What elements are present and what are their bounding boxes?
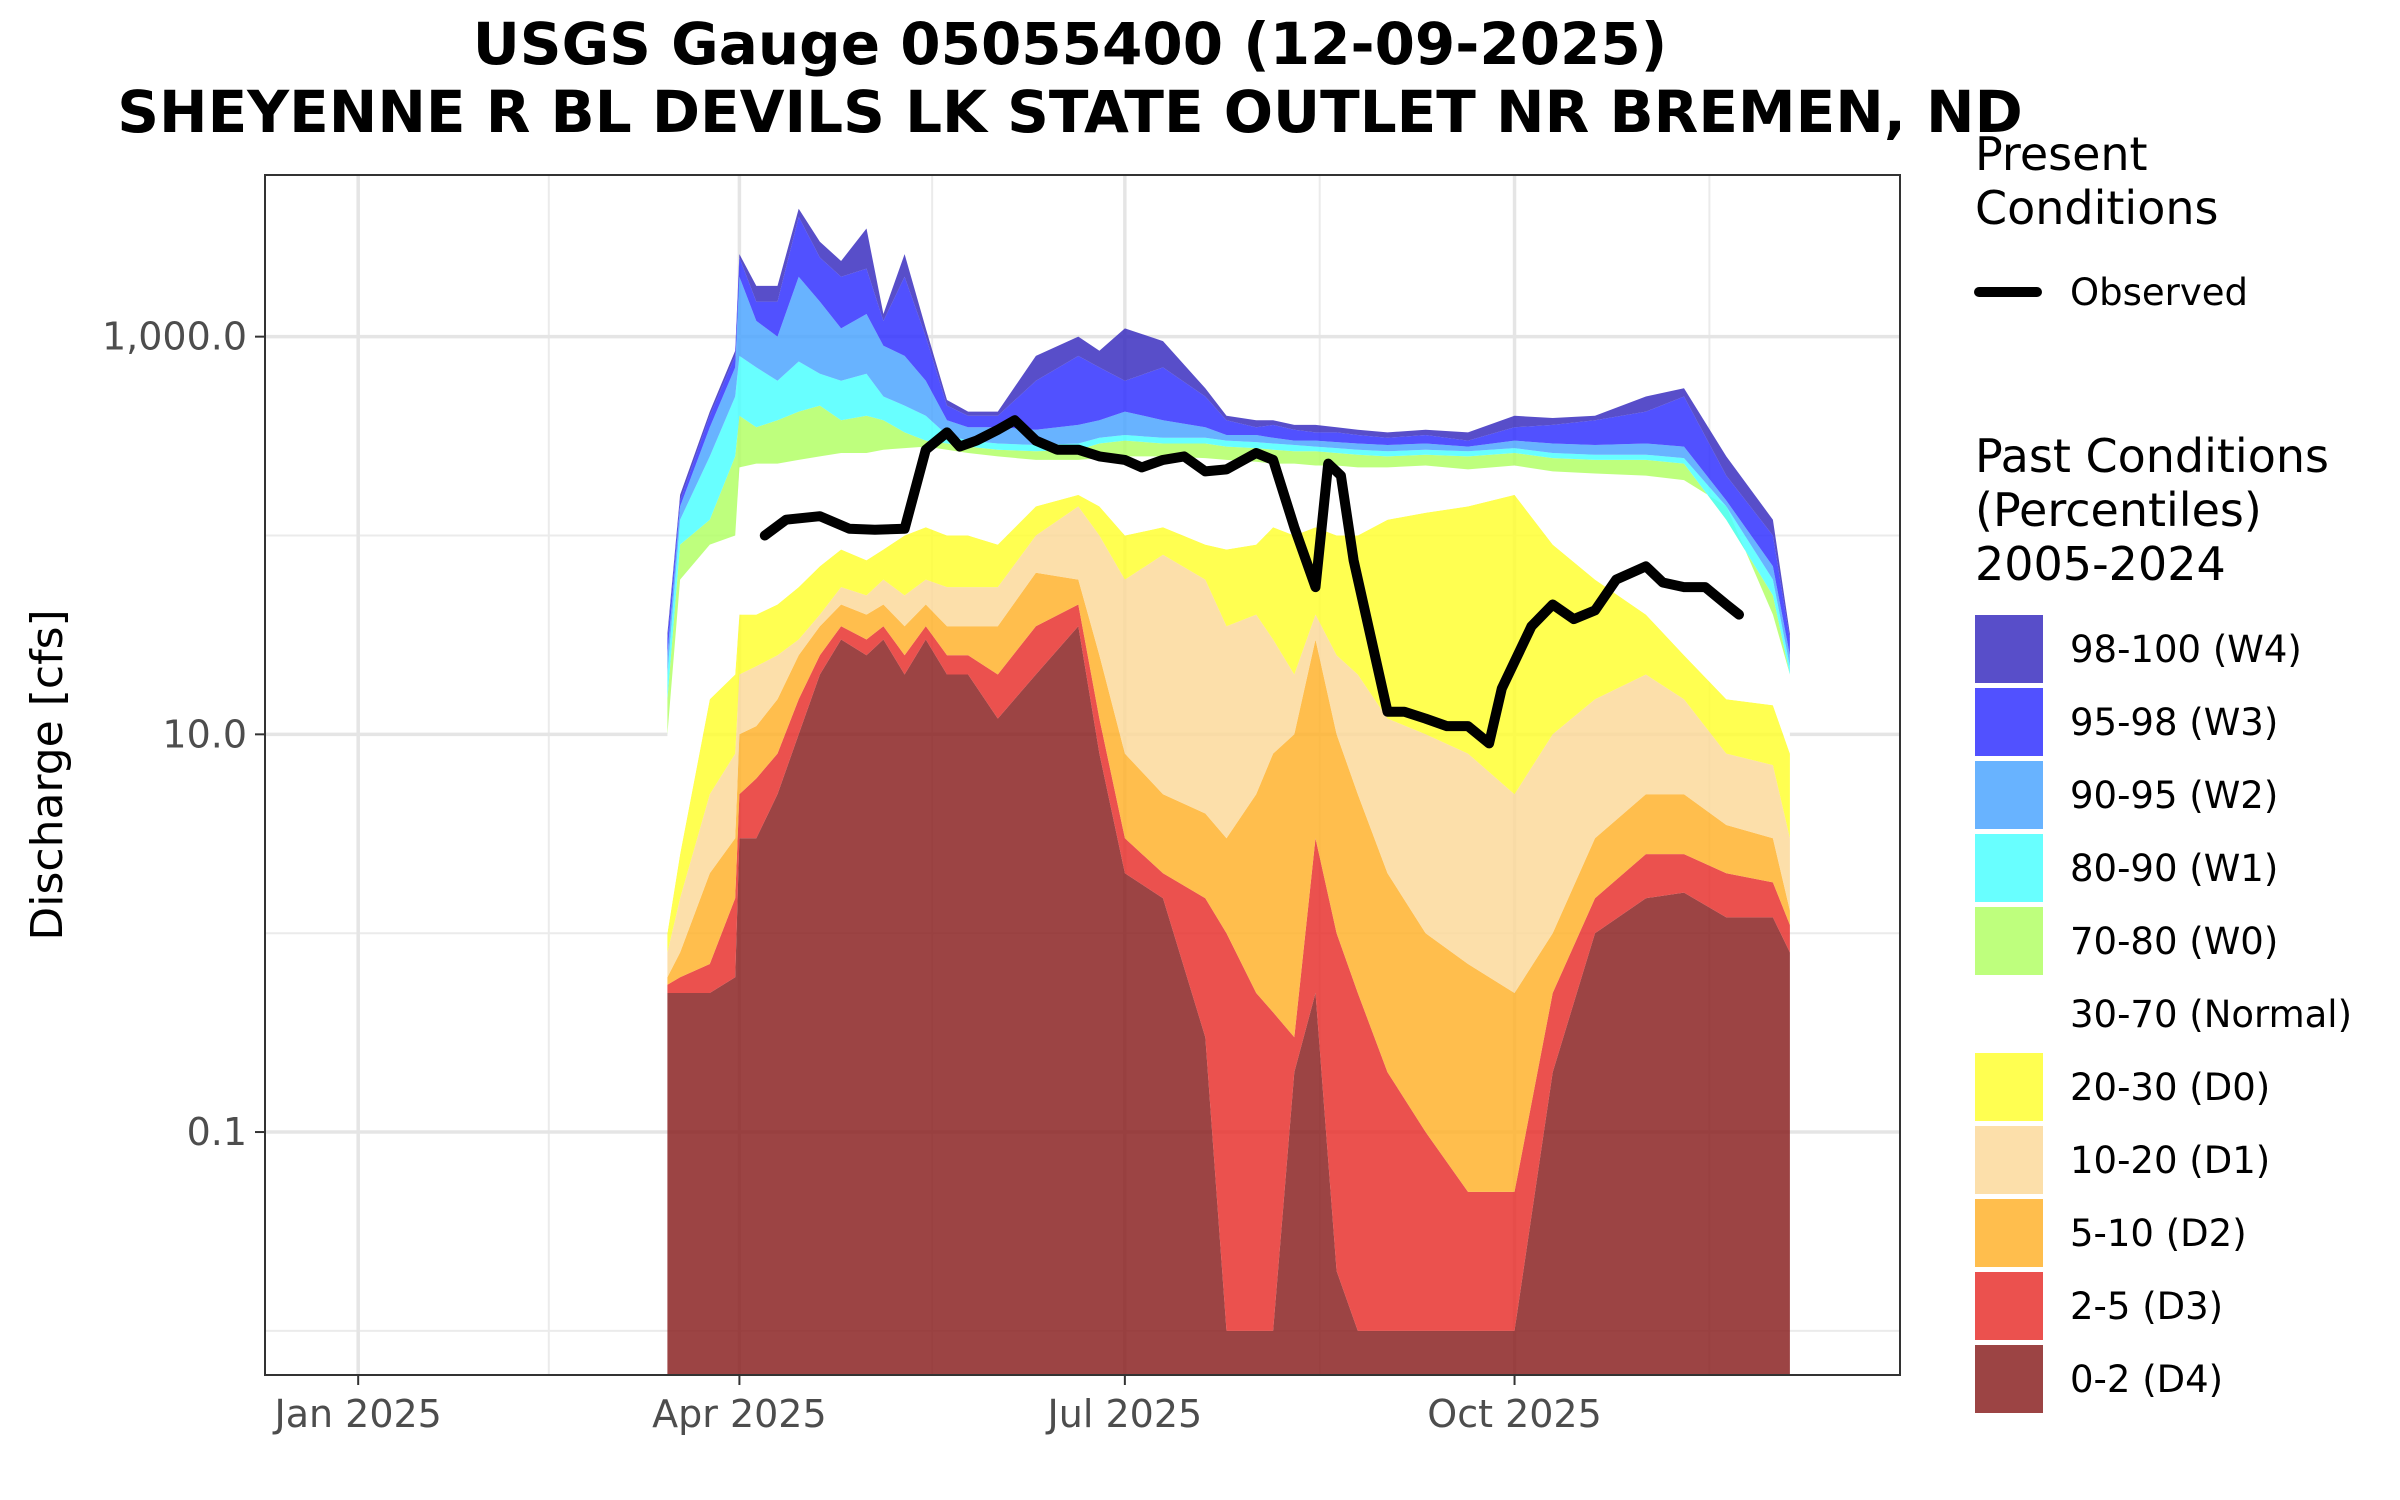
legend-band-label: 10-20 (D1) <box>2070 1139 2270 1182</box>
band-2-5-d3- <box>667 604 1790 1331</box>
legend-band-label: 30-70 (Normal) <box>2070 993 2352 1036</box>
legend-swatch <box>1975 1126 2043 1194</box>
band-95-98-w3- <box>667 216 1790 656</box>
legend-swatch <box>1975 1053 2043 1121</box>
legend-band-label: 5-10 (D2) <box>2070 1212 2247 1255</box>
x-tick-label: Oct 2025 <box>1427 1392 1602 1436</box>
legend-band-label: 80-90 (W1) <box>2070 847 2278 890</box>
y-tick-label: 1,000.0 <box>102 315 247 359</box>
legend-present-title: Conditions <box>1975 181 2218 235</box>
legend-past-title: (Percentiles) <box>1975 483 2262 537</box>
legend-band-label: 90-95 (W2) <box>2070 774 2278 817</box>
legend-swatch <box>1975 615 2043 683</box>
legend-band-label: 0-2 (D4) <box>2070 1358 2223 1401</box>
observed-line <box>759 415 1744 749</box>
legend-past-title: 2005-2024 <box>1975 537 2226 591</box>
legend-present-title: Present <box>1975 127 2148 181</box>
legend-swatch <box>1975 1272 2043 1340</box>
x-tick-label: Jan 2025 <box>272 1392 441 1436</box>
y-axis-title: Discharge [cfs] <box>22 609 73 940</box>
legend-swatch <box>1975 980 2043 1048</box>
legend-swatch <box>1975 1345 2043 1413</box>
plot-border <box>264 174 1901 1376</box>
band-20-30-d0- <box>667 494 1790 953</box>
legend-band-label: 20-30 (D0) <box>2070 1066 2270 1109</box>
chart-title-line2: SHEYENNE R BL DEVILS LK STATE OUTLET NR … <box>117 78 2022 146</box>
y-tick-label: 0.1 <box>187 1110 247 1154</box>
legend-band-label: 95-98 (W3) <box>2070 701 2278 744</box>
legend-band-label: 98-100 (W4) <box>2070 628 2302 671</box>
legend-swatch <box>1975 761 2043 829</box>
plot-panel <box>264 174 1901 1376</box>
band-70-80-w0- <box>667 405 1790 735</box>
band-80-90-w1- <box>667 355 1790 700</box>
band-0-2-d4- <box>667 626 1790 1375</box>
legend-band-label: 2-5 (D3) <box>2070 1285 2223 1328</box>
legend-past-title: Past Conditions <box>1975 429 2329 483</box>
chart-title-line1: USGS Gauge 05055400 (12-09-2025) <box>473 10 1668 78</box>
x-tick-label: Jul 2025 <box>1046 1392 1203 1436</box>
legend-swatch <box>1975 907 2043 975</box>
percentile-bands <box>667 208 1790 1375</box>
legend-swatch <box>1975 834 2043 902</box>
band-10-20-d1- <box>667 506 1790 993</box>
legend-swatch <box>1975 1199 2043 1267</box>
observed-series <box>759 415 1744 749</box>
legend-swatch <box>1975 688 2043 756</box>
x-axis: Jan 2025 Apr 2025 Jul 2025 Oct 2025 <box>272 1375 1602 1436</box>
y-axis: 0.1 10.0 1,000.0 <box>102 315 265 1154</box>
x-tick-label: Apr 2025 <box>652 1392 827 1436</box>
band-5-10-d2- <box>667 572 1790 1192</box>
legend-band-label: 70-80 (W0) <box>2070 920 2278 963</box>
y-tick-label: 10.0 <box>162 712 247 756</box>
band-30-70-normal- <box>667 446 1790 934</box>
legend-observed-label: Observed <box>2070 271 2248 314</box>
